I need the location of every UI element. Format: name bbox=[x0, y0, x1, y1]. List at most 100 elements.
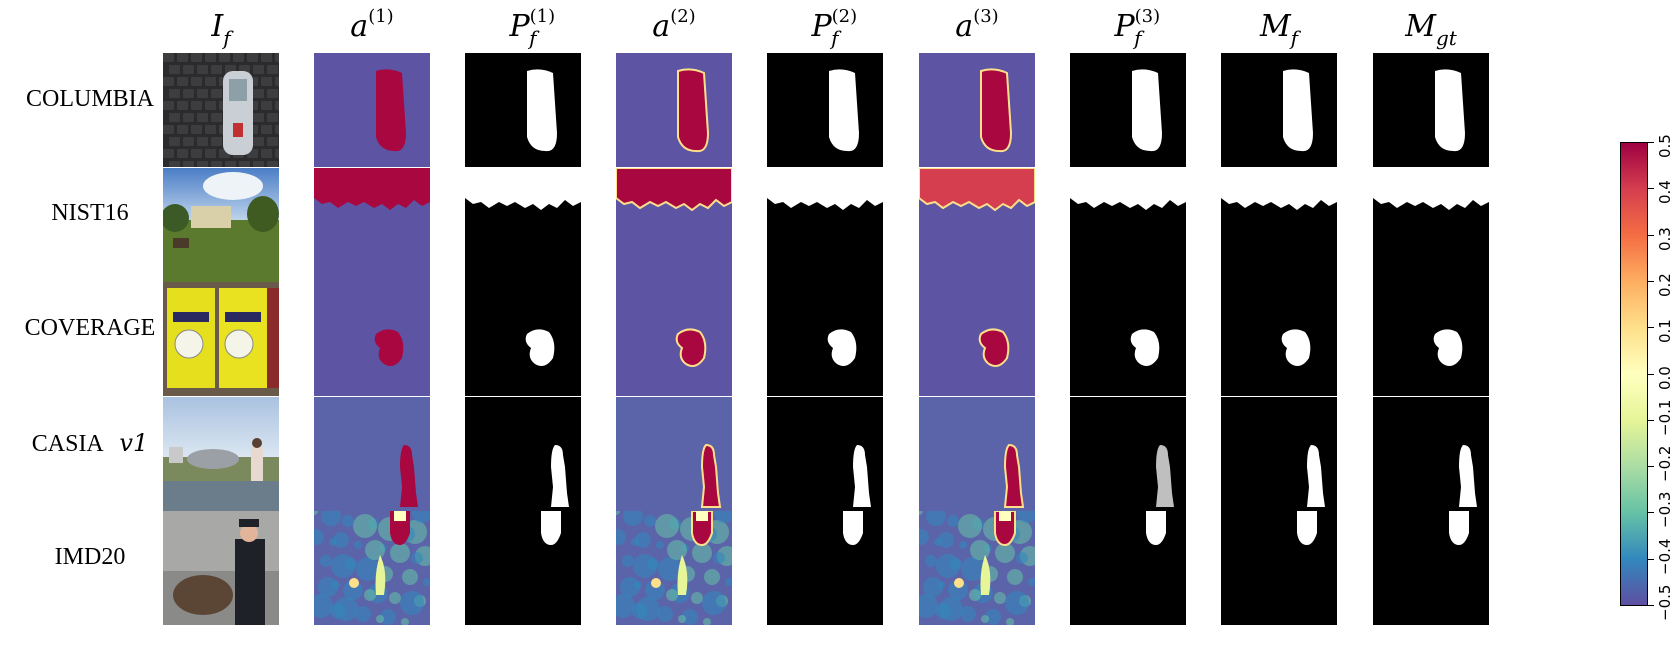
row-label-text: COLUMBIA bbox=[25, 86, 154, 112]
cell-a2-row0-svg bbox=[616, 53, 732, 167]
colorbar-tick-label: 0.3 bbox=[1656, 226, 1672, 251]
column-header-base: a bbox=[652, 9, 671, 44]
cell-Pf3-row3 bbox=[1070, 397, 1186, 511]
cell-Pf3-row0-svg bbox=[1070, 53, 1186, 167]
cell-a3-row0-svg bbox=[919, 53, 1035, 167]
colorbar-tick-label: 0.0 bbox=[1656, 365, 1672, 390]
cell-Mf-row1-svg bbox=[1221, 168, 1337, 282]
cell-Pf1-row3-svg bbox=[465, 397, 581, 511]
cell-If-row3-svg bbox=[163, 397, 279, 511]
cell-Mgt-row2-svg bbox=[1373, 282, 1489, 396]
colorbar-tick bbox=[1648, 512, 1654, 514]
colorbar-tick-label: −0.4 bbox=[1656, 538, 1672, 575]
colorbar-tick-label: 0.4 bbox=[1656, 180, 1672, 205]
cell-If-row4 bbox=[163, 511, 279, 625]
colorbar-tick bbox=[1648, 188, 1654, 190]
colorbar-tick-label: −0.5 bbox=[1656, 584, 1672, 621]
cell-If-row1-svg bbox=[163, 168, 279, 282]
cell-Pf1-row4 bbox=[465, 511, 581, 625]
cell-Pf2-row1-svg bbox=[767, 168, 883, 282]
cell-Mf-row0 bbox=[1221, 53, 1337, 167]
column-header-base: P bbox=[509, 9, 530, 44]
colorbar-tick bbox=[1648, 373, 1654, 375]
column-header-sub: f bbox=[1134, 26, 1142, 50]
cell-a3-row0 bbox=[919, 53, 1035, 167]
column-header-sup: (1) bbox=[529, 6, 556, 27]
cell-a3-row2-svg bbox=[919, 282, 1035, 396]
cell-a3-row3 bbox=[919, 397, 1035, 511]
cell-a1-row2-svg bbox=[314, 282, 430, 396]
cell-a3-row2 bbox=[919, 282, 1035, 396]
cell-Pf1-row4-svg bbox=[465, 511, 581, 625]
cell-Pf1-row1 bbox=[465, 168, 581, 282]
cell-Pf3-row4-svg bbox=[1070, 511, 1186, 625]
column-header-sub: f bbox=[529, 26, 537, 50]
cell-Mgt-row1-svg bbox=[1373, 168, 1489, 282]
column-header-sub: f bbox=[223, 26, 231, 50]
colorbar-tick bbox=[1648, 605, 1654, 606]
cell-Mgt-row2 bbox=[1373, 282, 1489, 396]
row-label-text: IMD20 bbox=[54, 544, 126, 570]
cell-If-row0-svg bbox=[163, 53, 279, 167]
cell-a3-row4 bbox=[919, 511, 1035, 625]
cell-Mf-row4-svg bbox=[1221, 511, 1337, 625]
row-label-text: NIST16 bbox=[51, 200, 129, 226]
cell-a1-row3 bbox=[314, 397, 430, 511]
row-label: NIST16 bbox=[0, 200, 180, 227]
cell-Pf3-row1 bbox=[1070, 168, 1186, 282]
column-header-sub: f bbox=[1290, 26, 1299, 50]
cell-Pf2-row4-svg bbox=[767, 511, 883, 625]
colorbar-tick bbox=[1648, 234, 1654, 236]
cell-Pf2-row0 bbox=[767, 53, 883, 167]
column-header-Mf: Mf bbox=[1221, 4, 1337, 54]
row-label-text: CASIA bbox=[31, 431, 104, 457]
colorbar-tick-label: 0.5 bbox=[1656, 134, 1672, 158]
row-label: IMD20 bbox=[0, 544, 180, 571]
column-header-If: If bbox=[163, 4, 279, 54]
cell-a1-row4-svg bbox=[314, 511, 430, 625]
column-header-sup: (3) bbox=[1134, 6, 1161, 27]
column-header-sup: (2) bbox=[831, 6, 858, 27]
cell-Pf3-row2-svg bbox=[1070, 282, 1186, 396]
cell-a2-row2-svg bbox=[616, 282, 732, 396]
cell-Pf2-row2-svg bbox=[767, 282, 883, 396]
colorbar-tick bbox=[1648, 327, 1654, 329]
cell-Mf-row4 bbox=[1221, 511, 1337, 625]
cell-a2-row1-svg bbox=[616, 168, 732, 282]
cell-Pf1-row2-svg bbox=[465, 282, 581, 396]
cell-a3-row1-svg bbox=[919, 168, 1035, 282]
colorbar-tick bbox=[1648, 466, 1654, 468]
cell-a1-row0 bbox=[314, 53, 430, 167]
row-label-italic: v1 bbox=[111, 429, 149, 457]
colorbar-tick-label: 0.2 bbox=[1656, 273, 1672, 297]
colorbar-tick bbox=[1648, 142, 1654, 143]
cell-If-row4-svg bbox=[163, 511, 279, 625]
row-label: COVERAGE bbox=[0, 315, 180, 342]
cell-If-row3 bbox=[163, 397, 279, 511]
cell-Mgt-row0-svg bbox=[1373, 53, 1489, 167]
column-header-base: M bbox=[1259, 9, 1291, 44]
colorbar-tick-label: −0.1 bbox=[1656, 399, 1672, 436]
cell-Pf2-row2 bbox=[767, 282, 883, 396]
cell-Mf-row3-svg bbox=[1221, 397, 1337, 511]
cell-Pf3-row4 bbox=[1070, 511, 1186, 625]
column-header-a2: a(2) bbox=[616, 4, 732, 54]
cell-a1-row3-svg bbox=[314, 397, 430, 511]
column-header-base: I bbox=[211, 9, 224, 44]
cell-Mf-row2-svg bbox=[1221, 282, 1337, 396]
cell-Pf1-row0 bbox=[465, 53, 581, 167]
column-header-sup: (2) bbox=[670, 6, 696, 27]
colorbar-tick bbox=[1648, 419, 1654, 421]
cell-a1-row4 bbox=[314, 511, 430, 625]
cell-If-row0 bbox=[163, 53, 279, 167]
cell-Pf2-row3-svg bbox=[767, 397, 883, 511]
cell-a1-row1-svg bbox=[314, 168, 430, 282]
colorbar-tick bbox=[1648, 558, 1654, 560]
row-label-text: COVERAGE bbox=[24, 315, 156, 341]
colorbar-tick-label: −0.2 bbox=[1656, 445, 1672, 483]
cell-Mgt-row4-svg bbox=[1373, 511, 1489, 625]
colorbar-tick-label: −0.3 bbox=[1656, 491, 1672, 529]
cell-Pf3-row2 bbox=[1070, 282, 1186, 396]
cell-Mgt-row3 bbox=[1373, 397, 1489, 511]
cell-Pf1-row3 bbox=[465, 397, 581, 511]
